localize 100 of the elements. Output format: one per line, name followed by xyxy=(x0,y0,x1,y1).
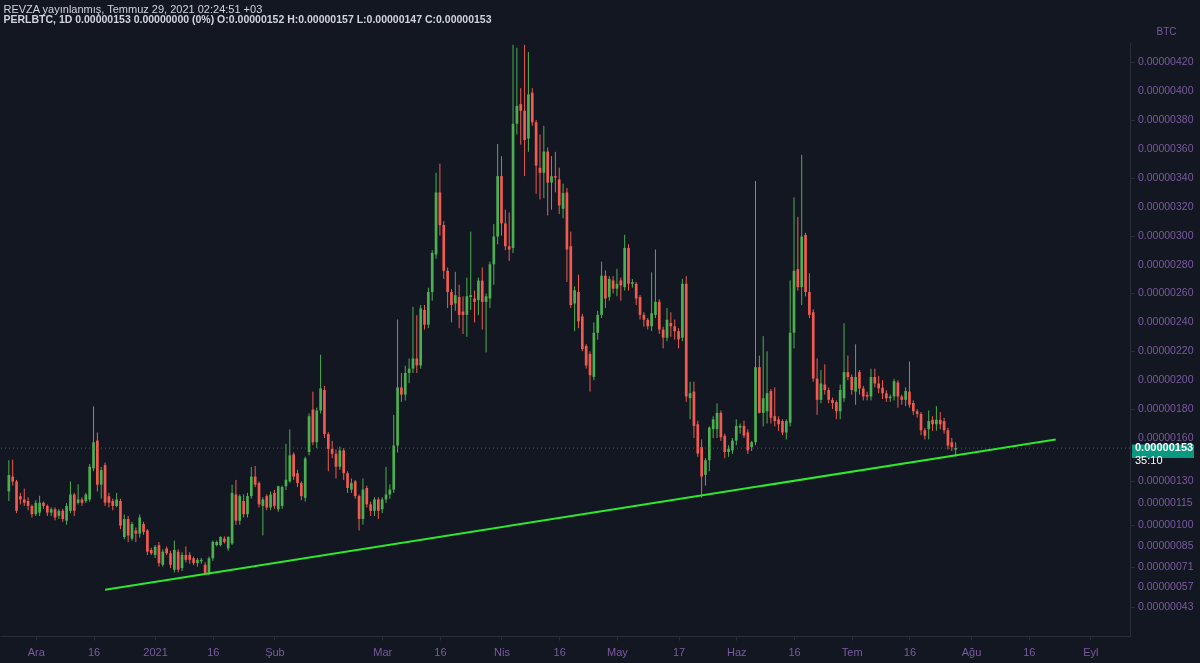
candlestick xyxy=(554,151,557,193)
candlestick xyxy=(673,318,677,341)
y-tick-label: 0.00000380 xyxy=(1138,113,1194,126)
candlestick xyxy=(927,410,931,440)
candlestick xyxy=(773,386,777,427)
x-tick-label: Şub xyxy=(265,645,285,658)
x-tick-label: 16 xyxy=(1023,645,1036,658)
y-tick-label: 0.00000057 xyxy=(1138,579,1194,592)
candlestick xyxy=(480,266,484,331)
x-tick-label: 16 xyxy=(903,645,917,658)
ref-line-label: 0.00000153 xyxy=(1135,441,1194,454)
candlestick xyxy=(326,431,330,472)
candlestick xyxy=(373,496,376,517)
y-tick-label: 0.00000420 xyxy=(1138,55,1194,68)
candlestick xyxy=(607,275,611,302)
candlestick xyxy=(273,489,276,510)
candlestick xyxy=(677,327,680,349)
candlestick xyxy=(138,514,142,539)
candlestick xyxy=(246,492,249,518)
x-tick-label: Ağu xyxy=(961,645,982,658)
y-tick-label: 0.00000085 xyxy=(1138,539,1194,552)
x-tick-label: 16 xyxy=(553,645,566,658)
candlestick xyxy=(542,125,546,199)
candlestick xyxy=(319,354,322,414)
x-tick-label: 16 xyxy=(788,645,801,658)
candlestick xyxy=(300,480,303,501)
candlestick xyxy=(823,363,827,396)
candlestick xyxy=(176,548,180,573)
candlestick xyxy=(619,277,623,302)
candlestick xyxy=(519,87,523,146)
candlestick xyxy=(146,528,149,556)
y-tick-label: 0.00000100 xyxy=(1138,517,1194,530)
candlestick xyxy=(477,277,480,316)
candlestick xyxy=(507,212,511,262)
y-tick-label: 0.00000071 xyxy=(1138,559,1194,572)
candlestick xyxy=(854,343,857,406)
x-tick-label: 17 xyxy=(672,645,686,658)
candlestick xyxy=(453,271,457,312)
x-tick-label: Ara xyxy=(27,645,46,658)
y-tick-label: 0.00000340 xyxy=(1138,170,1194,183)
y-tick-label: 0.00000043 xyxy=(1138,600,1194,613)
candlestick xyxy=(704,457,707,487)
candlestick xyxy=(604,269,607,309)
candlestick xyxy=(99,466,103,500)
candlestick xyxy=(365,485,369,508)
candlestick xyxy=(173,540,176,573)
candlestick xyxy=(338,446,342,471)
y-tick-label: 0.00000180 xyxy=(1138,402,1194,415)
y-tick-label: 0.00000220 xyxy=(1138,344,1194,357)
x-tick-label: Haz xyxy=(726,645,747,658)
candlestick xyxy=(873,368,877,388)
candlestick xyxy=(650,271,653,332)
candlestick xyxy=(249,466,253,500)
y-tick-label: 0.00000360 xyxy=(1138,141,1194,154)
candlestick xyxy=(11,459,15,487)
candlestick xyxy=(761,335,765,427)
x-tick-label: 16 xyxy=(87,645,101,658)
candlestick xyxy=(126,515,130,543)
candlestick xyxy=(669,311,673,338)
candlestick xyxy=(446,266,449,309)
y-tick-label: 0.00000200 xyxy=(1138,373,1194,386)
candlestick xyxy=(935,405,938,432)
y-tick-label: 0.00000160 xyxy=(1138,431,1194,443)
x-tick-label: May xyxy=(607,645,629,658)
candlestick xyxy=(865,391,869,401)
x-tick-label: Mar xyxy=(373,645,393,658)
y-tick-label: 0.00000240 xyxy=(1138,315,1194,328)
candlestick xyxy=(734,418,738,446)
candlestick xyxy=(908,361,911,409)
candlestick xyxy=(450,288,453,323)
candlestick xyxy=(242,493,245,518)
x-tick-label: 16 xyxy=(207,645,220,658)
y-tick-label: 0.00000320 xyxy=(1138,199,1194,212)
y-tick-label: 0.00000260 xyxy=(1138,286,1194,299)
candlestick xyxy=(276,485,280,513)
candlestick xyxy=(38,495,41,517)
x-tick-label: Eyl xyxy=(1083,645,1099,658)
candlestick xyxy=(881,379,884,400)
y-tick-label: 0.00000400 xyxy=(1138,84,1194,97)
candlestick xyxy=(72,492,76,517)
x-tick-label: Nis xyxy=(494,645,511,658)
candlestick xyxy=(269,490,272,511)
y-tick-label: 0.00000115 xyxy=(1138,496,1193,509)
candlestick xyxy=(858,369,861,396)
candlestick xyxy=(400,372,403,403)
candlestick xyxy=(346,470,349,494)
x-tick-label: 16 xyxy=(434,645,447,658)
x-tick-label: Tem xyxy=(841,645,863,658)
y-tick-label: 0.00000130 xyxy=(1138,474,1194,487)
y-tick-label: 0.00000300 xyxy=(1138,228,1194,241)
candlestick xyxy=(573,285,576,332)
candlestick xyxy=(904,386,907,407)
y-tick-label: 0.00000280 xyxy=(1138,257,1194,270)
candlestick xyxy=(342,447,346,481)
candlestick xyxy=(503,209,507,251)
y-axis-title: BTC xyxy=(1156,25,1177,37)
candlestick xyxy=(376,496,380,520)
x-tick-label: 2021 xyxy=(143,645,168,658)
candlestick xyxy=(292,451,296,481)
candlestick xyxy=(122,514,126,540)
